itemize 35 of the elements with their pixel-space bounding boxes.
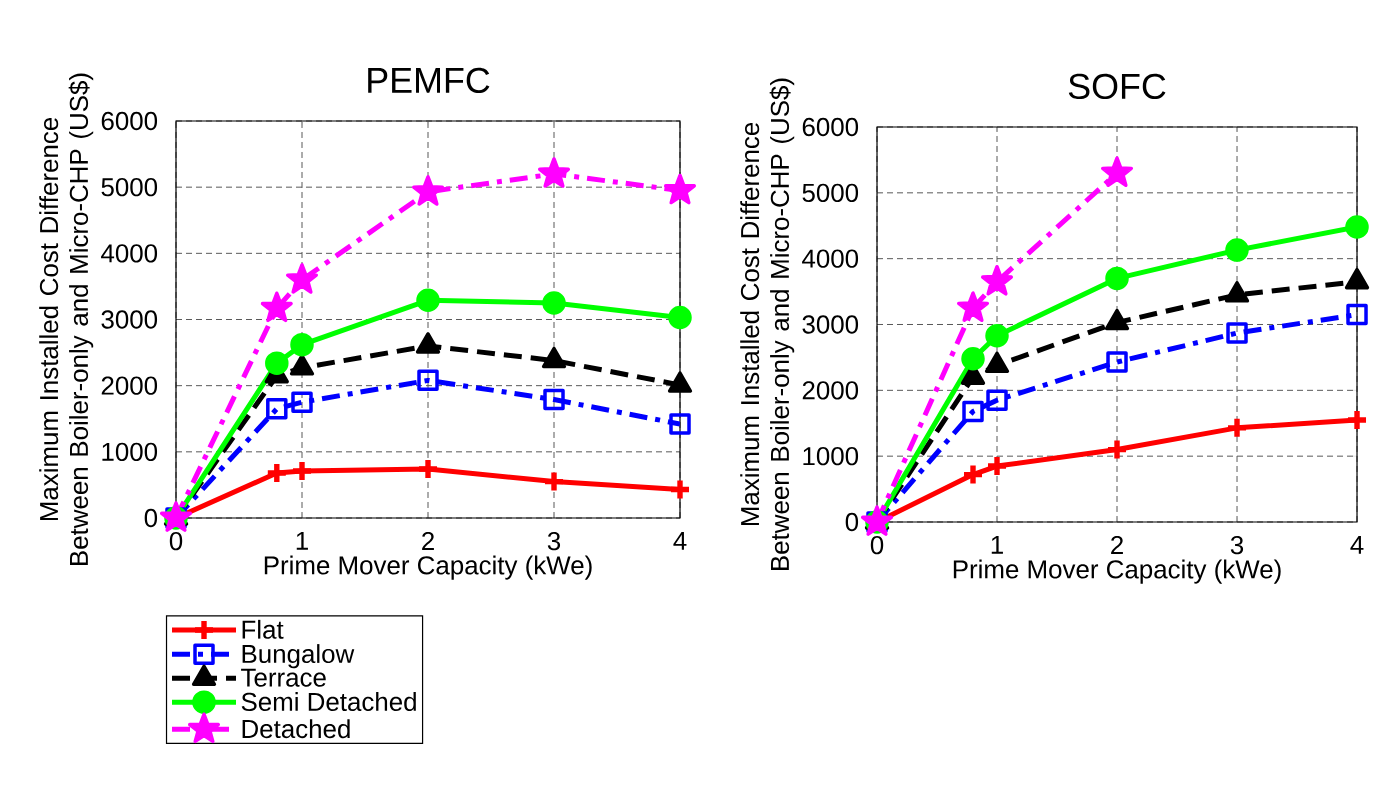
y-tick-label: 6000 bbox=[802, 117, 859, 137]
y-tick-label: 1000 bbox=[803, 446, 859, 466]
x-tick-label: 2 bbox=[422, 531, 434, 551]
y-tick-label: 5000 bbox=[101, 177, 158, 197]
legend-label: Flat bbox=[242, 619, 284, 639]
legend-label: Detached bbox=[242, 719, 350, 739]
legend-label: Semi Detached bbox=[241, 692, 416, 712]
y-tick-label: 0 bbox=[144, 508, 158, 528]
chart-title: PEMFC bbox=[368, 67, 490, 94]
x-axis-title: Prime Mover Capacity (kWe) bbox=[264, 555, 592, 580]
y-tick-label: 2000 bbox=[101, 376, 158, 395]
x-tick-label: 2 bbox=[1111, 535, 1123, 554]
y-tick-label: 5000 bbox=[802, 183, 859, 202]
y-tick-label: 3000 bbox=[101, 310, 158, 329]
x-tick-label: 0 bbox=[169, 531, 183, 551]
x-tick-label: 3 bbox=[1230, 535, 1244, 555]
x-tick-label: 1 bbox=[296, 531, 308, 550]
y-tick-label: 2000 bbox=[802, 381, 859, 400]
y-tick-label: 4000 bbox=[101, 244, 158, 263]
y-axis-title: Maximum Installed Cost Difference Between Boiler-only and Micro-CHP (US$) bbox=[39, 73, 94, 565]
x-tick-label: 3 bbox=[547, 531, 561, 551]
x-tick-label: 0 bbox=[870, 535, 884, 555]
chart-title: SOFC bbox=[1068, 73, 1166, 100]
x-tick-label: 1 bbox=[991, 535, 1003, 554]
y-tick-label: 6000 bbox=[101, 111, 158, 131]
x-tick-label: 4 bbox=[673, 531, 687, 550]
legend-label: Bungalow bbox=[242, 644, 355, 669]
y-tick-label: 0 bbox=[845, 512, 859, 532]
x-axis-title: Prime Mover Capacity (kWe) bbox=[953, 559, 1281, 584]
x-tick-label: 4 bbox=[1350, 535, 1364, 554]
legend-label: Terrace bbox=[241, 668, 326, 687]
y-tick-label: 4000 bbox=[802, 249, 859, 268]
y-axis-title: Maximum Installed Cost Difference Between Boiler-only and Micro-CHP (US$) bbox=[740, 78, 795, 570]
y-tick-label: 3000 bbox=[802, 315, 859, 334]
y-tick-label: 1000 bbox=[102, 442, 158, 461]
